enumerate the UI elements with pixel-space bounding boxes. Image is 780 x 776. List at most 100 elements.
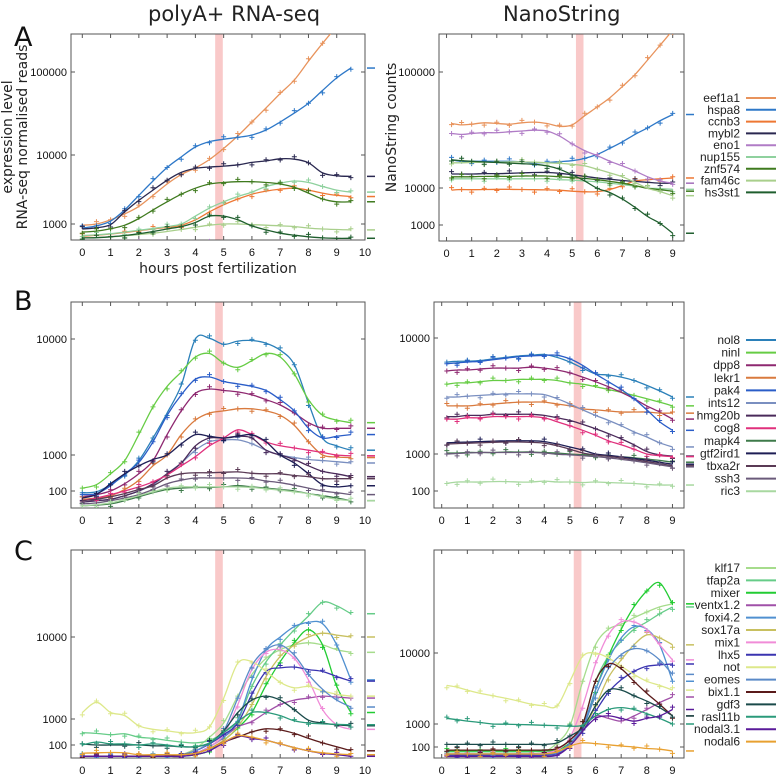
data-point-ninl	[503, 378, 509, 384]
x-tick-label: 3	[519, 248, 525, 260]
data-point-dpp8	[277, 400, 283, 406]
data-point-not	[164, 727, 170, 733]
data-point-tbxa2r	[178, 471, 184, 477]
data-point-klf17	[631, 612, 637, 618]
x-tick-label: 10	[359, 515, 371, 527]
data-point-mixer	[249, 712, 255, 718]
highlight-band	[575, 34, 584, 241]
data-point-mixer	[644, 588, 650, 594]
data-point-hspa8	[582, 155, 588, 161]
data-point-eef1a1	[582, 110, 588, 116]
data-point-fam46c	[207, 221, 213, 227]
data-point-znf574	[249, 179, 255, 185]
data-point-hspa8	[506, 156, 512, 162]
data-point-ric3	[122, 497, 128, 503]
data-point-hspa8	[645, 125, 651, 131]
data-point-dpp8	[464, 366, 470, 372]
data-point-pak4	[348, 429, 354, 435]
data-point-not	[669, 685, 675, 691]
data-point-nodal6	[644, 743, 650, 749]
data-point-rasl11b	[221, 728, 227, 734]
data-point-nodal6	[334, 753, 340, 758]
data-point-ninl	[464, 379, 470, 385]
data-point-rasl11b	[291, 717, 297, 723]
data-point-not	[528, 702, 534, 708]
data-point-hspa8	[207, 140, 213, 146]
data-point-ssh3	[334, 491, 340, 497]
data-point-ninl	[136, 429, 142, 435]
series-line-hs3st1	[82, 214, 351, 239]
data-point-sox17a	[669, 644, 675, 650]
data-point-pak4	[164, 415, 170, 421]
data-point-nodal3.1	[631, 720, 637, 726]
data-point-tfap2a	[122, 733, 128, 739]
series-line-znf574	[82, 180, 351, 233]
data-point-mybl2	[320, 172, 326, 178]
data-point-ninl	[249, 357, 255, 363]
x-tick-label: 4	[192, 247, 198, 259]
data-point-rasl11b	[334, 721, 340, 727]
data-point-ssh3	[178, 476, 184, 482]
data-point-gdf3	[593, 702, 599, 708]
data-point-cog8	[464, 414, 470, 420]
data-point-ssh3	[192, 476, 198, 482]
data-point-ninl	[291, 371, 297, 377]
data-point-rasl11b	[631, 705, 637, 711]
data-point-dpp8	[334, 426, 340, 432]
data-point-ccnb3	[459, 187, 465, 193]
data-point-hspa8	[221, 134, 227, 140]
data-point-fam46c	[569, 163, 575, 169]
x-tick-label: 1	[108, 765, 114, 776]
legend-label: cog8	[714, 421, 740, 435]
data-point-not	[454, 683, 460, 689]
x-tick-label: 1	[108, 247, 114, 259]
data-point-klf17	[657, 606, 663, 612]
data-point-klf17	[348, 651, 354, 657]
data-point-rasl11b	[263, 710, 269, 716]
series-line-cog8	[82, 429, 351, 502]
data-point-rasl11b	[108, 739, 114, 745]
data-point-mybl2	[348, 175, 354, 181]
data-point-hmg20b	[263, 450, 269, 456]
data-point-sox17a	[263, 676, 269, 682]
data-point-eef1a1	[334, 26, 339, 31]
data-point-ssh3	[444, 451, 450, 457]
data-point-tfap2a	[334, 605, 340, 611]
data-point-eno1	[264, 242, 269, 247]
data-point-ric3	[108, 499, 114, 505]
data-point-nol8	[221, 341, 227, 347]
data-point-ninl	[554, 375, 560, 381]
data-point-hspa8	[277, 120, 283, 126]
data-point-lhx5	[277, 662, 283, 668]
legend-label: ccnb3	[708, 115, 740, 129]
data-point-eef1a1	[263, 107, 269, 113]
x-tick-label: 8	[305, 247, 311, 259]
data-point-rasl11b	[320, 718, 326, 724]
data-point-ric3	[644, 484, 650, 490]
data-point-pak4	[320, 434, 326, 440]
chart-C-rnaseq: 0 1 2 3 4 5 6 7 8 9 10 100 1000 10000	[36, 549, 375, 776]
data-point-eef1a1	[221, 147, 227, 153]
data-point-eno1	[607, 159, 613, 165]
data-point-ric3	[291, 489, 297, 495]
data-point-ssh3	[221, 475, 227, 481]
data-point-ninl	[477, 380, 483, 386]
data-point-ints12	[669, 446, 675, 452]
data-point-znf574	[263, 182, 269, 188]
data-point-ninl	[444, 381, 450, 387]
data-point-nodal3.1	[644, 714, 650, 720]
data-point-dpp8	[477, 367, 483, 373]
data-point-lekr1	[669, 409, 675, 415]
data-point-nol8	[631, 378, 637, 384]
series-line-nol8	[82, 334, 352, 494]
data-point-ninl	[669, 404, 675, 410]
data-point-eno1	[179, 240, 184, 245]
data-point-rasl11b	[444, 714, 450, 720]
data-point-hs3st1	[619, 195, 625, 201]
data-point-eno1	[459, 134, 465, 140]
plot-frame	[438, 33, 685, 242]
data-point-gdf3	[605, 688, 611, 694]
data-point-hs3st1	[569, 173, 575, 179]
data-point-ric3	[631, 480, 637, 486]
data-point-hs3st1	[494, 158, 500, 164]
